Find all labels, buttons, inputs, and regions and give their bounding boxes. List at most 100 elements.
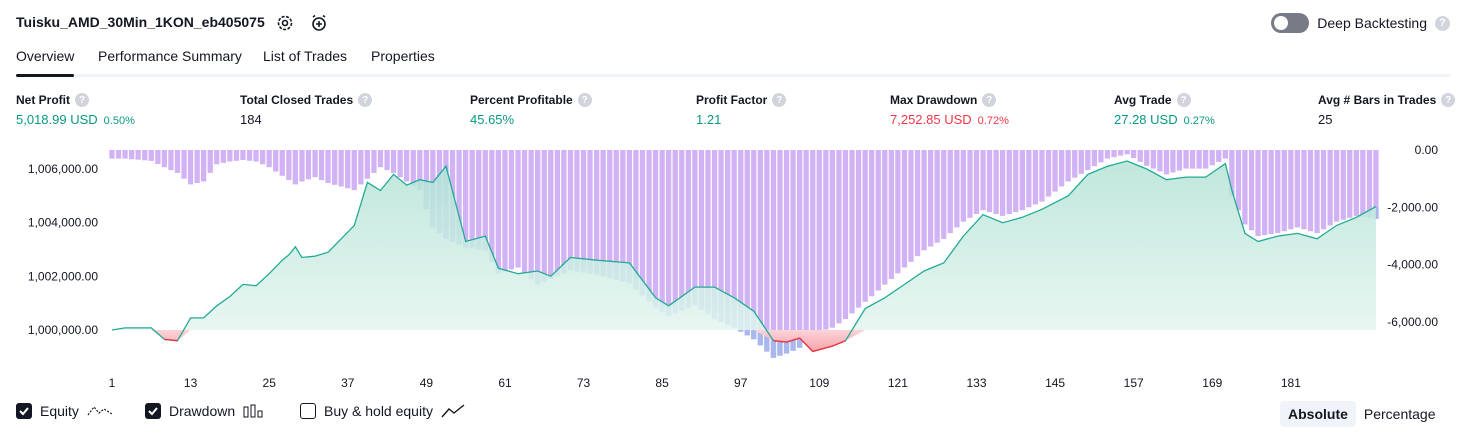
drawdown-bar [895,150,901,274]
avg-bars-info-icon[interactable]: ? [1441,93,1456,107]
drawdown-bar [980,150,986,211]
drawdown-bar [260,150,266,165]
net-profit-info-icon[interactable]: ? [75,93,89,107]
drawdown-bar [633,150,639,290]
drawdown-bar [836,150,842,324]
drawdown-bar [705,150,711,315]
drawdown-bar [1235,150,1242,211]
drawdown-bar [1307,150,1314,232]
drawdown-bar [1144,150,1150,166]
metric-label: Total Closed Trades [240,93,354,107]
percentage-button[interactable]: Percentage [1363,406,1436,422]
buy-hold-checkbox[interactable] [300,403,316,419]
avg-trade-info-icon[interactable]: ? [1176,93,1191,107]
drawdown-bar [410,150,416,186]
metric-label: Net Profit [16,93,70,107]
settings-gear-icon[interactable] [274,12,296,34]
drawdown-bar [639,150,646,296]
drawdown-bar [770,150,777,358]
drawdown-bar [1039,150,1045,202]
equity-loss-segment [799,337,814,352]
drawdown-bar [1288,150,1294,230]
drawdown-bar [1340,150,1346,220]
drawdown-bar [142,150,148,161]
tab-list-of-trades[interactable]: List of Trades [263,48,348,64]
drawdown-tick-label: -4,000.00 [1387,258,1438,272]
drawdown-bar [1255,150,1261,236]
metric-label: Avg Trade [1114,93,1172,107]
x-tick-label: 157 [1124,376,1144,390]
drawdown-bar [823,150,829,330]
equity-loss-segment [812,345,833,353]
drawdown-bar [901,150,908,268]
drawdown-bar [161,150,167,168]
drawdown-bar [404,150,410,182]
metric-value: 45.65% [470,112,515,127]
drawdown-bar [1242,150,1248,225]
drawdown-bar [1052,150,1058,192]
drawdown-bar [1131,150,1137,159]
metric-profit-factor: Profit Factor? 1.21 [696,93,787,127]
drawdown-bar [1163,150,1170,175]
total-closed-trades-info-icon[interactable]: ? [358,93,373,107]
drawdown-bars-icon [243,404,263,418]
equity-tick-label: 1,006,000.00 [28,162,98,176]
drawdown-bar [548,150,554,279]
metric-label: Percent Profitable [470,93,573,107]
drawdown-bar [286,150,292,181]
drawdown-bar [1117,150,1124,156]
legend-buy-hold-equity[interactable]: Buy & hold equity [300,403,465,419]
drawdown-bar [397,150,403,178]
legend-equity[interactable]: Equity [16,403,113,419]
equity-loss-area [112,330,1376,352]
drawdown-bar [869,150,875,297]
buy-hold-line-icon [441,404,465,418]
equity-loss-segment [832,340,846,347]
drawdown-bar [888,150,894,279]
tab-performance-summary[interactable]: Performance Summary [98,48,242,64]
add-alert-clock-icon[interactable] [308,12,330,34]
drawdown-bar [495,150,501,274]
drawdown-bar [1176,150,1183,171]
metric-value: 5,018.99 USD [16,112,98,127]
equity-tick-label: 1,000,000.00 [28,323,98,337]
drawdown-checkbox[interactable] [145,403,161,419]
drawdown-bar [934,150,940,243]
scale-selector: Absolute Percentage [1280,400,1444,428]
drawdown-bar [698,150,705,310]
percent-profitable-info-icon[interactable]: ? [577,93,592,107]
deep-backtesting-toggle[interactable] [1271,13,1310,33]
deep-backtesting-help-icon[interactable]: ? [1435,15,1450,31]
drawdown-bar [1209,150,1215,166]
profit-factor-info-icon[interactable]: ? [772,93,787,107]
absolute-button[interactable]: Absolute [1280,401,1356,427]
drawdown-bar [803,150,809,341]
x-tick-label: 25 [263,376,277,390]
tab-bar: Overview Performance Summary List of Tra… [16,48,1450,77]
drawdown-bar [508,150,515,270]
equity-checkbox[interactable] [16,403,32,419]
drawdown-bar [620,150,626,282]
tab-properties[interactable]: Properties [371,48,435,64]
drawdown-bar [607,150,613,279]
drawdown-bar [174,150,181,173]
strategy-title: Tuisku_AMD_30Min_1KON_eb405075 [16,14,265,30]
drawdown-bar [810,150,816,334]
drawdown-bar [227,150,233,162]
drawdown-bar [1262,150,1268,235]
max-drawdown-info-icon[interactable]: ? [982,93,997,107]
drawdown-bar [1327,150,1333,226]
drawdown-bar [1059,150,1065,187]
tab-overview[interactable]: Overview [16,48,75,77]
x-tick-label: 73 [577,376,591,390]
legend-drawdown[interactable]: Drawdown [145,403,265,419]
drawdown-bar [954,150,960,228]
drawdown-bar [384,150,390,171]
drawdown-bar [1137,150,1143,162]
drawdown-bar [502,150,508,272]
drawdown-bar [390,150,397,173]
equity-drawdown-chart[interactable]: 1,006,000.00 1,004,000.00 1,002,000.00 1,00… [0,140,1466,395]
drawdown-bar [1268,150,1274,235]
metric-value: 7,252.85 USD [890,112,972,127]
drawdown-bar [1216,150,1222,162]
